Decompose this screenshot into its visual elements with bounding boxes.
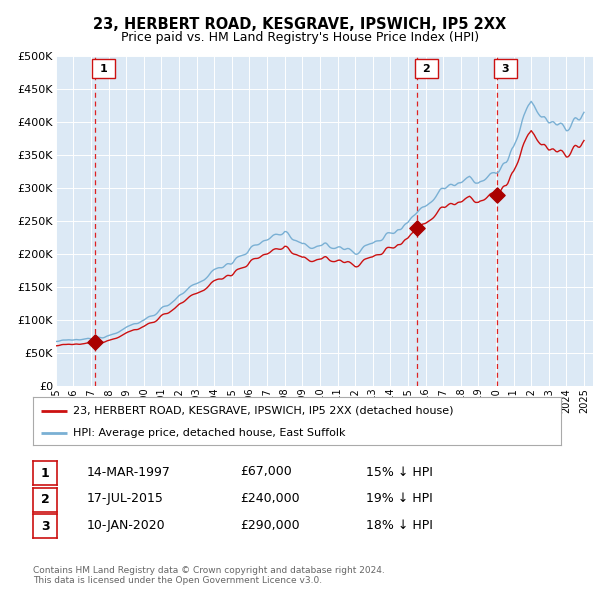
FancyBboxPatch shape <box>494 60 517 78</box>
Text: Price paid vs. HM Land Registry's House Price Index (HPI): Price paid vs. HM Land Registry's House … <box>121 31 479 44</box>
Text: £240,000: £240,000 <box>240 492 299 505</box>
Text: 19% ↓ HPI: 19% ↓ HPI <box>366 492 433 505</box>
Text: 15% ↓ HPI: 15% ↓ HPI <box>366 466 433 478</box>
Text: 1: 1 <box>100 64 107 74</box>
Text: 2: 2 <box>422 64 430 74</box>
Text: 23, HERBERT ROAD, KESGRAVE, IPSWICH, IP5 2XX (detached house): 23, HERBERT ROAD, KESGRAVE, IPSWICH, IP5… <box>73 405 453 415</box>
Text: 14-MAR-1997: 14-MAR-1997 <box>87 466 171 478</box>
Text: HPI: Average price, detached house, East Suffolk: HPI: Average price, detached house, East… <box>73 428 345 438</box>
FancyBboxPatch shape <box>415 60 437 78</box>
Text: 10-JAN-2020: 10-JAN-2020 <box>87 519 166 532</box>
Point <box>413 223 422 232</box>
Point <box>492 190 502 199</box>
Text: 17-JUL-2015: 17-JUL-2015 <box>87 492 164 505</box>
Text: 23, HERBERT ROAD, KESGRAVE, IPSWICH, IP5 2XX: 23, HERBERT ROAD, KESGRAVE, IPSWICH, IP5… <box>94 17 506 31</box>
FancyBboxPatch shape <box>92 60 115 78</box>
Text: £67,000: £67,000 <box>240 466 292 478</box>
Point <box>90 337 100 347</box>
Text: 3: 3 <box>41 520 49 533</box>
Text: £290,000: £290,000 <box>240 519 299 532</box>
Text: 2: 2 <box>41 493 49 506</box>
Text: 1: 1 <box>41 467 49 480</box>
Text: Contains HM Land Registry data © Crown copyright and database right 2024.
This d: Contains HM Land Registry data © Crown c… <box>33 566 385 585</box>
Text: 18% ↓ HPI: 18% ↓ HPI <box>366 519 433 532</box>
Text: 3: 3 <box>502 64 509 74</box>
